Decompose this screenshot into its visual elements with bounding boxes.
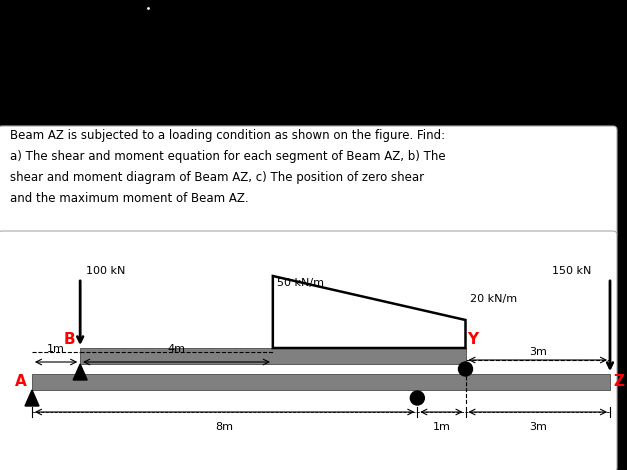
Text: A: A <box>15 375 27 390</box>
FancyBboxPatch shape <box>0 126 617 237</box>
Text: 1m: 1m <box>47 344 65 354</box>
Circle shape <box>458 362 473 376</box>
Text: and the maximum moment of Beam AZ.: and the maximum moment of Beam AZ. <box>10 192 249 205</box>
Text: B: B <box>63 332 75 347</box>
Text: 50 kN/m: 50 kN/m <box>277 278 324 288</box>
Bar <box>80 348 465 364</box>
Polygon shape <box>25 390 39 406</box>
Text: 100 kN: 100 kN <box>86 266 125 276</box>
Text: 150 kN: 150 kN <box>552 266 591 276</box>
Text: 20 kN/m: 20 kN/m <box>470 294 518 304</box>
Text: 1m: 1m <box>433 422 450 432</box>
Text: Beam AZ is subjected to a loading condition as shown on the figure. Find:: Beam AZ is subjected to a loading condit… <box>10 129 445 142</box>
Text: Y: Y <box>468 332 478 347</box>
Text: 3m: 3m <box>529 422 547 432</box>
Text: 8m: 8m <box>216 422 234 432</box>
Text: a) The shear and moment equation for each segment of Beam AZ, b) The: a) The shear and moment equation for eac… <box>10 150 446 163</box>
Bar <box>32 374 610 390</box>
Text: 3m: 3m <box>529 347 547 357</box>
Polygon shape <box>73 364 87 380</box>
Text: shear and moment diagram of Beam AZ, c) The position of zero shear: shear and moment diagram of Beam AZ, c) … <box>10 171 424 184</box>
Text: 4m: 4m <box>167 344 186 354</box>
FancyBboxPatch shape <box>0 231 617 470</box>
Text: Z: Z <box>613 375 624 390</box>
Polygon shape <box>273 276 465 348</box>
Circle shape <box>410 391 424 405</box>
